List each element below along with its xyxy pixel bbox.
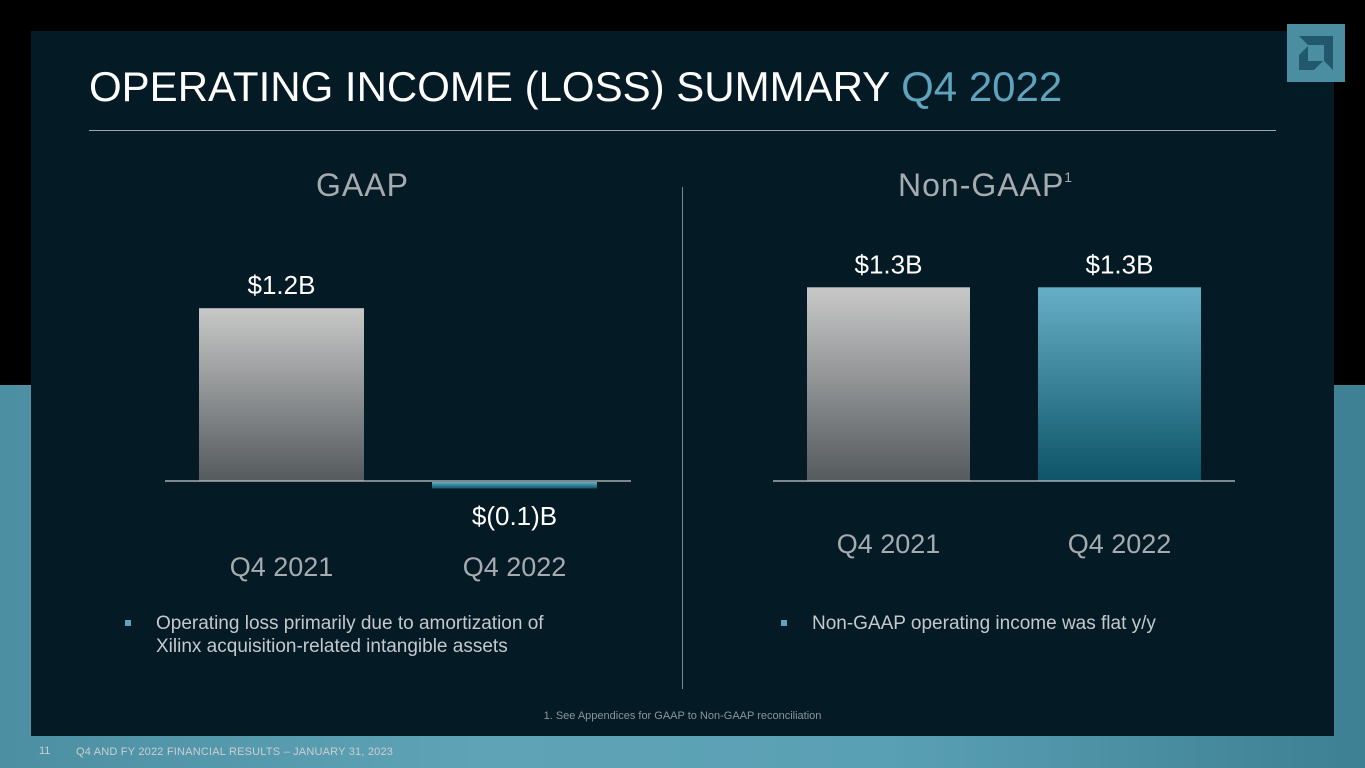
footnote: 1. See Appendices for GAAP to Non-GAAP r… [543,710,822,722]
gaap-heading-text: GAAP [316,167,409,203]
nongaap-value-label-2: $1.3B [1086,249,1154,279]
gaap-bar-2 [432,482,597,489]
page-number: 11 [39,745,51,757]
title-accent: Q4 2022 [901,63,1063,110]
nongaap-bullet: Non-GAAP operating income was flat y/y [781,612,1262,635]
nongaap-bar-2 [1038,287,1201,481]
gaap-category-label-2: Q4 2022 [463,552,567,582]
gaap-bar-1 [199,308,364,481]
gaap-bullet-line-1: Operating loss primarily due to amortiza… [156,613,544,634]
nongaap-bar-1 [807,287,970,481]
nongaap-bullet-line: Non-GAAP operating income was flat y/y [812,613,1156,634]
gaap-value-label-2: $(0.1)B [472,501,557,531]
gaap-heading: GAAP [316,167,409,204]
gaap-bullet-line-2: Xilinx acquisition-related intangible as… [156,636,508,657]
bullet-marker [125,620,131,626]
footer-text: Q4 AND FY 2022 FINANCIAL RESULTS – JANUA… [76,746,394,758]
gaap-bullet: Operating loss primarily due to amortiza… [125,612,626,658]
gaap-category-label-1: Q4 2021 [230,552,334,582]
page-title: OPERATING INCOME (LOSS) SUMMARY Q4 2022 [89,63,1062,111]
nongaap-category-label-2: Q4 2022 [1068,529,1172,559]
nongaap-category-label-1: Q4 2021 [837,529,941,559]
bullet-marker [781,620,787,626]
nongaap-heading-text: Non-GAAP [898,167,1065,203]
title-main: OPERATING INCOME (LOSS) SUMMARY [89,63,890,110]
nongaap-value-label-1: $1.3B [855,249,923,279]
amd-logo-icon [1287,24,1345,82]
nongaap-heading: Non-GAAP1 [898,167,1072,204]
gaap-value-label-1: $1.2B [248,270,316,300]
section-divider [682,187,683,689]
nongaap-footnote-mark: 1 [1064,169,1073,185]
title-rule [89,130,1276,131]
